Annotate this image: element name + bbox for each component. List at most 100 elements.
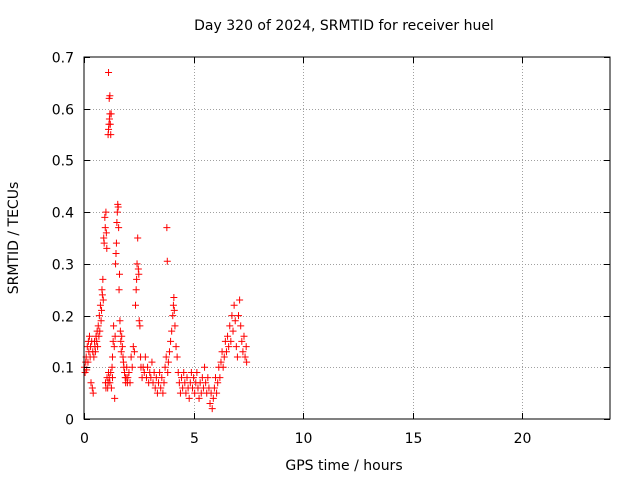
- data-point: [217, 358, 225, 366]
- data-point: [135, 270, 143, 278]
- data-point: [111, 394, 119, 402]
- data-point: [214, 379, 222, 387]
- y-tick-label: 0.5: [52, 154, 74, 170]
- data-point: [126, 379, 134, 387]
- data-point: [116, 317, 124, 325]
- data-point: [115, 224, 123, 232]
- data-point: [168, 327, 176, 335]
- data-point: [84, 358, 92, 366]
- data-point: [95, 312, 103, 320]
- data-point: [220, 353, 228, 361]
- data-point: [127, 353, 135, 361]
- data-point: [132, 286, 140, 294]
- data-point: [210, 384, 218, 392]
- chart-title: Day 320 of 2024, SRMTID for receiver hue…: [194, 18, 494, 34]
- data-point: [110, 343, 118, 351]
- plot-border: [83, 56, 611, 420]
- y-tick-label: 0.7: [52, 51, 74, 67]
- y-axis-label: SRMTID / TECUs: [6, 182, 22, 295]
- data-point: [202, 379, 210, 387]
- data-point: [117, 348, 125, 356]
- data-point: [169, 301, 177, 309]
- data-point: [228, 312, 236, 320]
- data-point: [170, 306, 178, 314]
- data-point: [116, 327, 124, 335]
- x-tick-label: 15: [405, 431, 423, 447]
- y-tick-label: 0.3: [52, 258, 74, 274]
- x-axis-label: GPS time / hours: [285, 458, 402, 474]
- data-point: [160, 379, 168, 387]
- data-point: [225, 343, 233, 351]
- data-point: [99, 275, 107, 283]
- data-point: [163, 257, 171, 265]
- y-tick-label: 0.6: [52, 103, 74, 119]
- data-point: [190, 374, 198, 382]
- data-point: [98, 306, 106, 314]
- data-point: [173, 353, 181, 361]
- data-point: [201, 363, 209, 371]
- data-point: [128, 363, 136, 371]
- data-point: [206, 399, 214, 407]
- data-point: [241, 353, 249, 361]
- data-point: [237, 322, 245, 330]
- data-point: [101, 224, 109, 232]
- data-point: [169, 312, 177, 320]
- data-point: [159, 389, 167, 397]
- data-point: [94, 322, 102, 330]
- data-point: [85, 332, 93, 340]
- data-point: [238, 337, 246, 345]
- data-point: [106, 379, 114, 387]
- data-point: [111, 332, 119, 340]
- data-point: [115, 286, 123, 294]
- data-point: [130, 348, 138, 356]
- data-point: [165, 348, 173, 356]
- data-point: [109, 337, 117, 345]
- data-point: [164, 358, 172, 366]
- data-point: [118, 332, 126, 340]
- data-point: [99, 296, 107, 304]
- data-point: [185, 394, 193, 402]
- data-point: [148, 358, 156, 366]
- data-point: [208, 405, 216, 413]
- data-point: [102, 208, 110, 216]
- axis-ticks: 0 0.1 0.2 0.3 0.4 0.5 0.6 0.7 0 5 10 15 20: [52, 51, 610, 447]
- data-point: [94, 343, 102, 351]
- data-point: [113, 208, 121, 216]
- data-point: [156, 368, 164, 376]
- data-point: [219, 363, 227, 371]
- data-point: [133, 275, 141, 283]
- data-point: [102, 229, 110, 237]
- data-point: [95, 332, 103, 340]
- data-point: [171, 322, 179, 330]
- data-point: [242, 343, 250, 351]
- data-point: [235, 312, 243, 320]
- data-point: [239, 348, 247, 356]
- data-point: [97, 317, 105, 325]
- data-point: [170, 293, 178, 301]
- x-tick-label: 5: [190, 431, 199, 447]
- grid: [84, 57, 610, 419]
- data-point: [193, 368, 201, 376]
- data-point: [158, 374, 166, 382]
- data-point: [180, 368, 188, 376]
- data-point: [108, 374, 116, 382]
- data-point: [106, 92, 114, 100]
- data-point: [91, 348, 99, 356]
- data-point: [108, 353, 116, 361]
- data-point: [222, 348, 230, 356]
- data-point: [112, 260, 120, 268]
- data-point: [134, 234, 142, 242]
- data-point: [204, 374, 212, 382]
- data-point: [135, 317, 143, 325]
- data-point: [224, 332, 232, 340]
- data-point: [232, 343, 240, 351]
- data-point: [240, 332, 248, 340]
- data-point: [132, 301, 140, 309]
- data-point: [172, 343, 180, 351]
- data-point: [108, 363, 116, 371]
- data-point: [230, 301, 238, 309]
- data-point: [136, 322, 144, 330]
- y-tick-label: 0.4: [52, 206, 74, 222]
- data-point: [112, 250, 120, 258]
- x-tick-label: 0: [80, 431, 89, 447]
